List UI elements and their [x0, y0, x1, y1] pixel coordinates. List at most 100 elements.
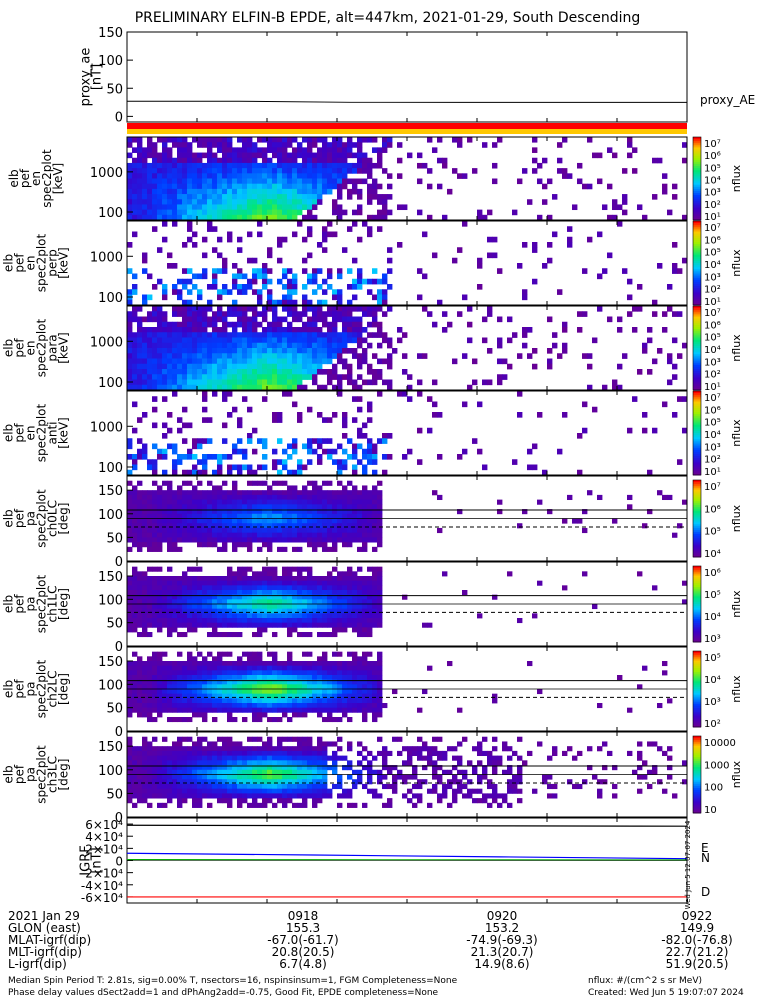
spectrogram-cell [352, 590, 358, 596]
colorbar-segment [693, 683, 701, 686]
spectrogram-cell [427, 622, 433, 628]
spectrogram-cell [147, 665, 153, 671]
spectrogram-cell [262, 590, 268, 596]
spectrogram-cell [202, 490, 208, 496]
spectrogram-cell [142, 384, 148, 391]
spectrogram-cell [352, 537, 358, 543]
colorbar-segment [693, 553, 701, 556]
colorbar-segment [693, 298, 701, 302]
spectrogram-cell [242, 204, 248, 211]
spectrogram-cell [162, 157, 168, 164]
spectrogram-cell [222, 391, 228, 397]
spectrogram-cell [362, 137, 368, 143]
spectrogram-cell [297, 594, 303, 600]
spectrogram-cell [372, 469, 378, 476]
spectrogram-cell [162, 622, 168, 628]
spectrogram-cell [332, 448, 338, 455]
spectrogram-cell [237, 684, 243, 690]
spectrogram-cell [467, 306, 473, 312]
spectrogram-cell [127, 537, 133, 543]
spectrogram-cell [207, 221, 213, 227]
spectrogram-cell [337, 173, 343, 179]
spectrogram-cell [182, 509, 188, 515]
spectrogram-cell [172, 679, 178, 685]
spectrogram-cell [247, 693, 253, 699]
spectrogram-cell [292, 590, 298, 596]
spectrogram-cell [182, 622, 188, 628]
spectrogram-cell [537, 162, 543, 169]
spectrogram-cell [142, 793, 148, 799]
spectrogram-cell [337, 183, 343, 190]
spectrogram-cell [417, 459, 423, 465]
colorbar-segment [693, 596, 701, 599]
spectrogram-cell [152, 369, 158, 375]
spectrogram-cell [347, 618, 353, 624]
spectrogram-cell [242, 448, 248, 455]
spectrogram-cell [197, 494, 203, 501]
spectrogram-cell [257, 137, 263, 143]
spectrogram-cell [337, 311, 343, 317]
spectrogram-cell [327, 532, 333, 538]
spectrogram-cell [242, 693, 248, 699]
colorbar-segment [693, 381, 701, 385]
spectrogram-cell [362, 590, 368, 596]
spectrogram-cell [357, 665, 363, 671]
spectrogram-cell [252, 152, 258, 159]
spectrogram-cell [212, 214, 218, 221]
spectrogram-cell [202, 698, 208, 704]
spectrogram-cell [377, 209, 383, 216]
spectrogram-cell [672, 263, 678, 269]
spectrogram-cell [212, 627, 218, 633]
spectrogram-cell [237, 311, 243, 317]
spectrogram-cell [242, 499, 248, 505]
spectrogram-cell [662, 401, 668, 408]
spectrogram-cell [367, 401, 373, 408]
spectrogram-cell [367, 443, 373, 450]
spectrogram-cell [222, 499, 228, 505]
spectrogram-cell [142, 173, 148, 179]
spectrogram-cell [402, 332, 408, 338]
spectrogram-cell [142, 585, 148, 591]
spectrogram-cell [552, 342, 558, 349]
spectrogram-cell [362, 353, 368, 359]
spectrogram-cell [277, 622, 283, 628]
spectrogram-cell [227, 717, 233, 723]
spectrogram-cell [282, 707, 288, 713]
spectrogram-cell [637, 204, 643, 211]
spectrogram-cell [362, 469, 368, 476]
spectrogram-cell [377, 490, 383, 496]
spectrogram-cell [267, 546, 273, 552]
spectrogram-cell [337, 689, 343, 695]
spectrogram-cell [292, 469, 298, 476]
spectrogram-cell [377, 689, 383, 695]
colorbar-segment [693, 664, 701, 667]
spectrogram-cell [197, 369, 203, 375]
colorbar-segment [693, 271, 701, 274]
spectrogram-cell [247, 363, 253, 370]
spectrogram-cell [322, 247, 328, 253]
spectrogram-cell [667, 284, 673, 290]
spectrogram-cell [367, 342, 373, 349]
chart-title: PRELIMINARY ELFIN-B EPDE, alt=447km, 202… [134, 10, 641, 26]
spectrogram-cell [272, 142, 278, 148]
spectrogram-cell [147, 774, 153, 780]
spectrogram-cell [357, 306, 363, 312]
spectrogram-cell [147, 765, 153, 771]
spectrogram-cell [152, 783, 158, 790]
spectrogram-cell [262, 348, 268, 354]
spectrogram-cell [227, 391, 233, 397]
spectrogram-cell [332, 209, 338, 216]
spectrogram-cell [242, 604, 248, 610]
spectrogram-cell [222, 454, 228, 460]
spectrogram-cell [222, 494, 228, 501]
spectrogram-cell [357, 661, 363, 667]
spectrogram-cell [282, 369, 288, 375]
spectrogram-cell [302, 332, 308, 338]
spectrogram-cell [207, 438, 213, 444]
spectrogram-cell [157, 707, 163, 713]
spectrogram-cell [387, 142, 393, 148]
y-tick-label: 100 [98, 461, 123, 476]
spectrogram-cell [147, 793, 153, 799]
spectrogram-cell [152, 707, 158, 713]
spectrogram-cell [297, 632, 303, 638]
